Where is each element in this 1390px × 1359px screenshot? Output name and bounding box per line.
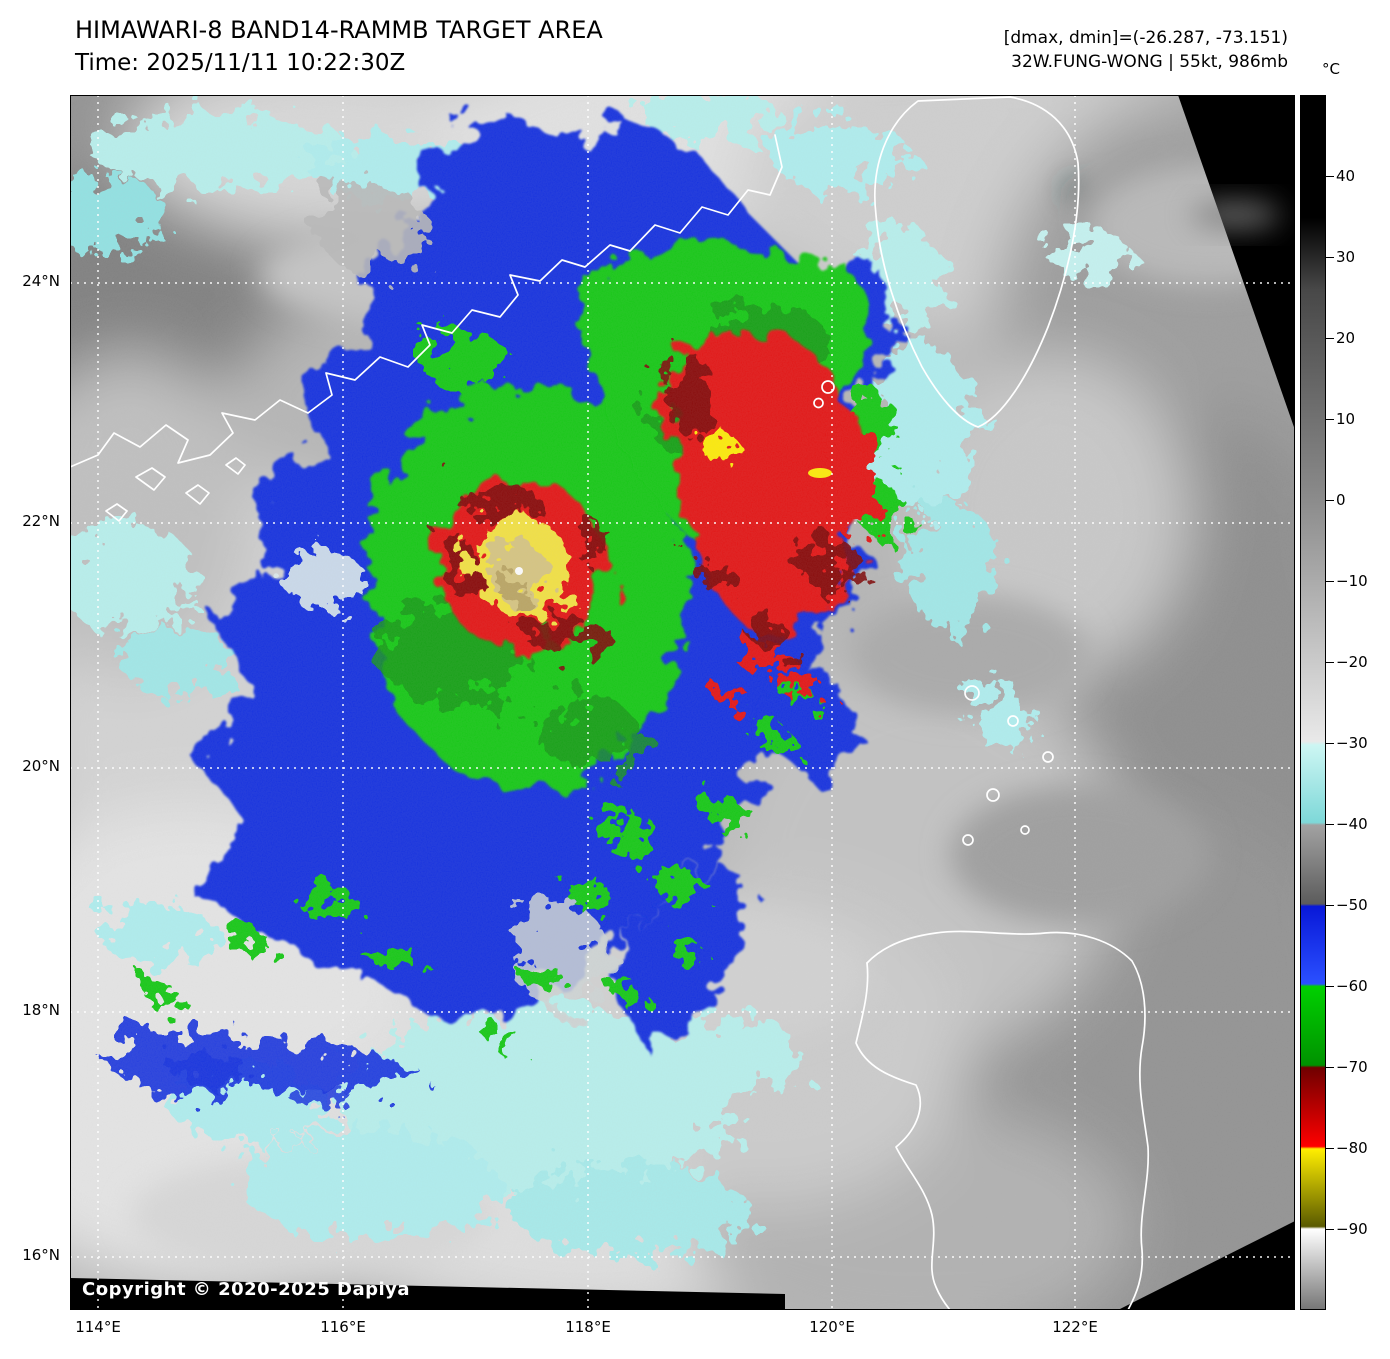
colorbar-tick: −20 — [1326, 653, 1368, 671]
lat-label-20n: 20°N — [22, 757, 60, 775]
colorbar-tick: −40 — [1326, 815, 1368, 833]
colorbar-unit-label: °C — [1322, 60, 1340, 78]
colorbar-tick: 10 — [1325, 410, 1356, 428]
copyright-label: Copyright © 2020-2025 Dapiya — [82, 1279, 411, 1300]
lon-label-116e: 116°E — [320, 1318, 366, 1336]
colorbar-tick: −80 — [1326, 1139, 1368, 1157]
grid-layer — [70, 95, 1295, 1310]
coastline-taiwan — [874, 96, 1080, 428]
colorbar-tick: −50 — [1326, 896, 1368, 914]
lat-label-16n: 16°N — [22, 1246, 60, 1264]
dmax-dmin-readout: [dmax, dmin]=(-26.287, -73.151) — [1003, 28, 1288, 48]
coastline-china — [70, 134, 783, 468]
grain-overlay — [70, 95, 1295, 1310]
coastline-layer — [70, 96, 1150, 1310]
coastline-luzon-east — [866, 930, 1150, 1310]
lon-label-120e: 120°E — [809, 1318, 855, 1336]
colorbar-tick: 30 — [1325, 248, 1356, 266]
satellite-image — [70, 95, 1295, 1310]
map-canvas: Copyright © 2020-2025 Dapiya — [70, 95, 1295, 1310]
lon-label-114e: 114°E — [75, 1318, 121, 1336]
colorbar-tick: 20 — [1325, 329, 1356, 347]
coastline-batanes — [962, 685, 1054, 846]
colorbar-tick: −60 — [1326, 977, 1368, 995]
colorbar-gradient — [1300, 95, 1326, 1310]
lat-label-24n: 24°N — [22, 272, 60, 290]
lon-label-118e: 118°E — [565, 1318, 611, 1336]
colorbar-tick: −30 — [1326, 734, 1368, 752]
plot-title: HIMAWARI-8 BAND14-RAMMB TARGET AREA — [75, 16, 603, 44]
colorbar-tick: −70 — [1326, 1058, 1368, 1076]
plot-time: Time: 2025/11/11 10:22:30Z — [75, 50, 406, 76]
storm-readout: 32W.FUNG-WONG | 55kt, 986mb — [1011, 52, 1288, 72]
colorbar-tick: 0 — [1326, 491, 1346, 509]
colorbar-tick: 40 — [1325, 167, 1356, 185]
lat-label-18n: 18°N — [22, 1001, 60, 1019]
lon-label-122e: 122°E — [1052, 1318, 1098, 1336]
coastline-luzon-west — [855, 962, 951, 1310]
colorbar-tick: −10 — [1326, 572, 1368, 590]
colorbar-tick: −90 — [1326, 1220, 1368, 1238]
coastline-penghu — [813, 380, 835, 409]
scan-edge-mask — [70, 95, 1295, 1310]
coastline-islands — [105, 457, 246, 522]
lat-label-22n: 22°N — [22, 512, 60, 530]
